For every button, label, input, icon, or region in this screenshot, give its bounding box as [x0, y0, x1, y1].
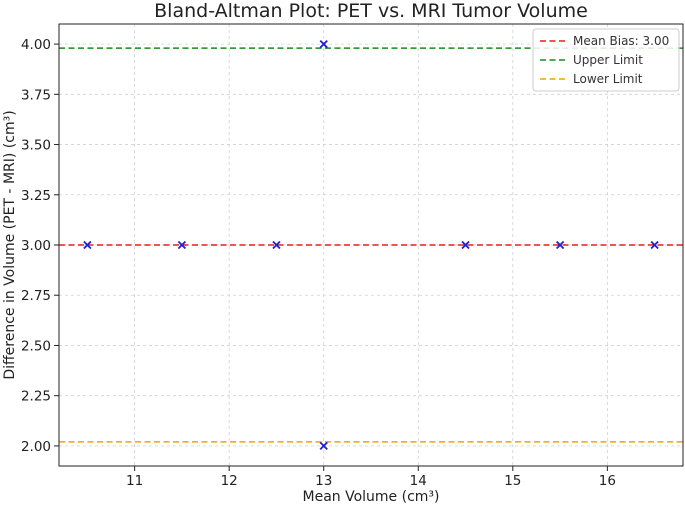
- data-point: [319, 441, 328, 451]
- y-tick-label: 2.75: [21, 288, 51, 304]
- y-tick-label: 2.00: [21, 439, 51, 455]
- data-points: [83, 39, 659, 451]
- data-point: [83, 240, 92, 250]
- y-axis-ticks: 2.00 2.25 2.50 2.75 3.00 3.25 3.50 3.75 4.00: [21, 37, 59, 455]
- data-point: [319, 39, 328, 49]
- y-tick-label: 3.75: [21, 87, 51, 103]
- y-tick-label: 3.00: [21, 238, 51, 254]
- legend-label-1: Mean Bias: 3.00: [573, 34, 669, 48]
- x-tick-label: 12: [221, 473, 238, 489]
- y-tick-label: 2.25: [21, 389, 51, 405]
- data-point: [272, 240, 281, 250]
- data-point: [177, 240, 187, 250]
- y-tick-label: 3.25: [21, 188, 51, 204]
- x-axis-label: Mean Volume (cm³): [303, 489, 440, 505]
- legend-box: [532, 28, 680, 92]
- x-tick-label: 11: [126, 473, 143, 489]
- x-tick-label: 16: [599, 473, 616, 489]
- x-tick-label: 14: [410, 473, 427, 489]
- x-tick-label: 15: [504, 473, 521, 489]
- y-tick-label: 2.50: [21, 338, 51, 354]
- x-axis-ticks: 11 12 13 14 15 16: [126, 466, 616, 489]
- data-point: [555, 240, 565, 250]
- x-tick-label: 13: [315, 473, 332, 489]
- y-axis-label: Difference in Volume (PET - MRI) (cm³): [2, 110, 18, 379]
- legend: Mean Bias: 3.00 Upper Limit Lower Limit: [532, 28, 680, 92]
- y-tick-label: 3.50: [21, 138, 51, 154]
- y-tick-label: 4.00: [21, 37, 51, 53]
- legend-label-3: Lower Limit: [573, 72, 643, 86]
- data-point: [650, 240, 659, 250]
- chart-title: Bland-Altman Plot: PET vs. MRI Tumor Vol…: [154, 0, 588, 22]
- data-point: [461, 240, 470, 250]
- legend-label-2: Upper Limit: [573, 53, 643, 67]
- grid: [59, 24, 683, 466]
